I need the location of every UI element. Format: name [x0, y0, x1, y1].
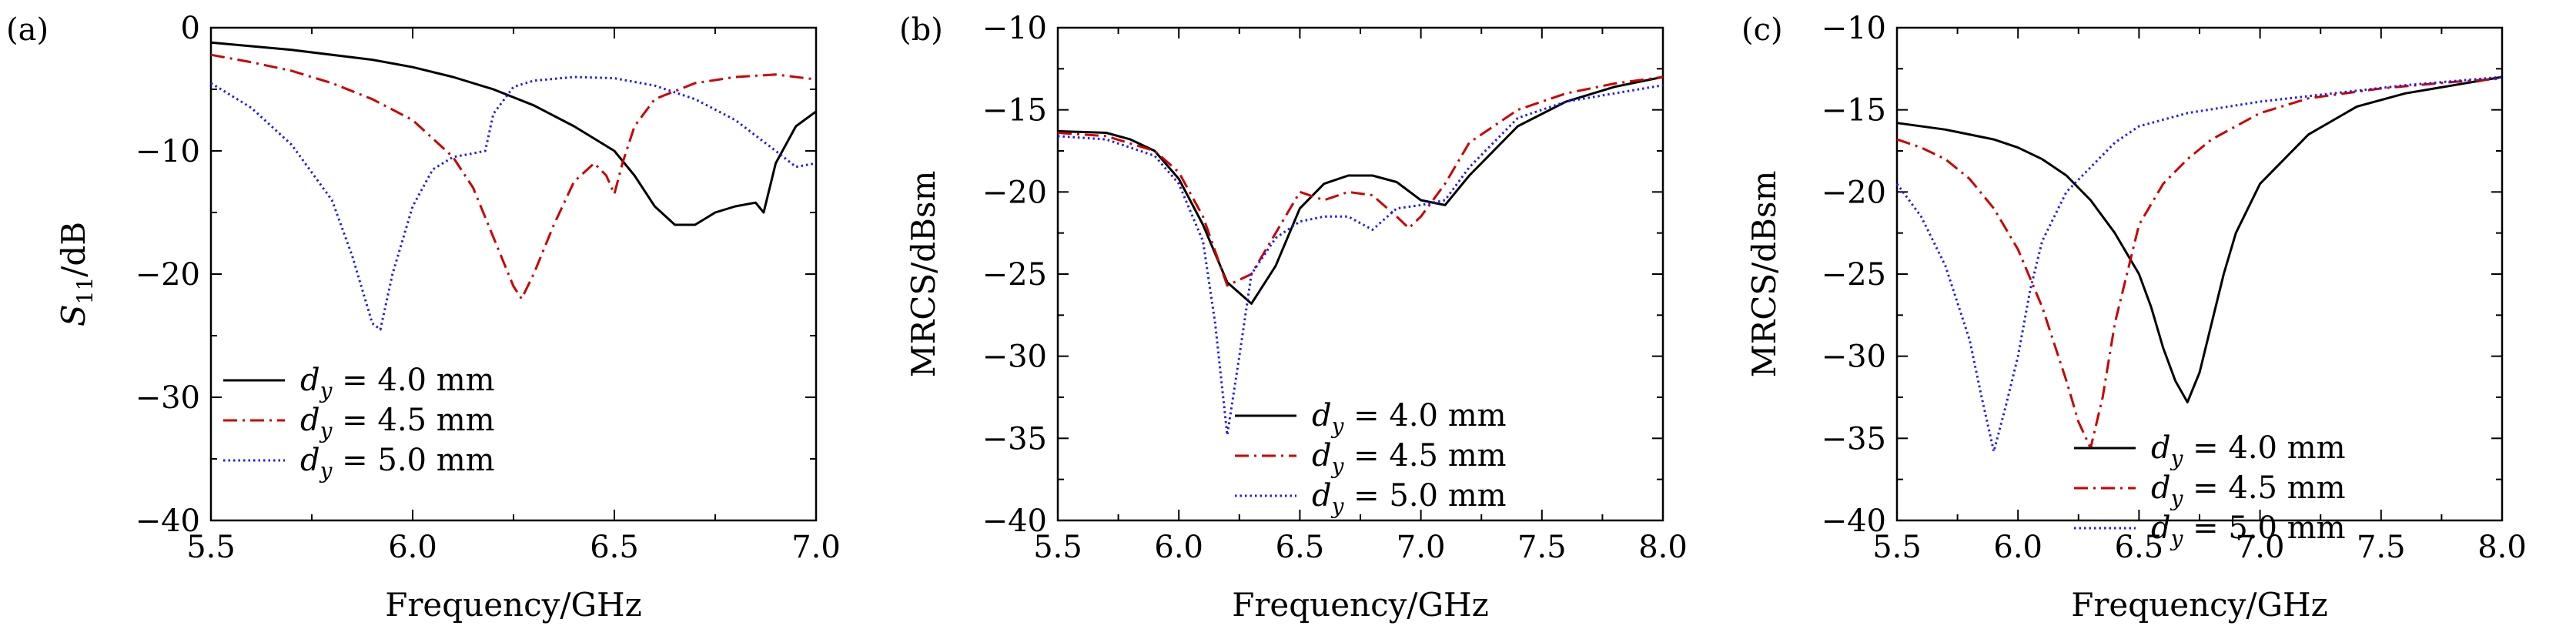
- x-tick-label: 6.0: [388, 530, 437, 565]
- x-tick-label: 6.5: [2115, 530, 2164, 565]
- x-tick-label: 7.0: [2236, 530, 2285, 565]
- y-tick-label: 0: [181, 11, 200, 46]
- panel-label: (b): [899, 12, 943, 48]
- series-line: [1057, 75, 1664, 305]
- y-tick-label: −25: [1822, 257, 1886, 293]
- y-tick-label: −10: [1822, 11, 1886, 46]
- x-tick-label: 5.5: [1033, 530, 1082, 565]
- x-tick-label: 7.0: [791, 530, 841, 565]
- legend-label: dy = 4.0 mm: [1312, 398, 1507, 439]
- panel-label: (a): [6, 12, 49, 48]
- y-tick-label: −40: [135, 504, 200, 539]
- y-tick-label: −40: [1822, 504, 1886, 539]
- legend-label: dy = 4.5 mm: [300, 403, 495, 443]
- panel-b: (b) 5.5 6.0 6.5 7.0 7.5 8.0 −40 −35 −30 −25 −20 −15…: [899, 11, 1688, 624]
- series-line: [210, 75, 817, 331]
- panel-c: (c) 5.5 6.0 6.5 7.0 7.5 8.0 −40 −35 −30 −25 −20 −15…: [1741, 11, 2527, 624]
- axis-ticks: 5.5 6.0 6.5 7.0 7.5 8.0 −40 −35 −30 −25 −20 −15 −10: [982, 11, 1688, 565]
- series-line: [1057, 75, 1664, 287]
- y-axis-title-sub: 11: [72, 277, 98, 305]
- legend-label: dy = 5.0 mm: [2151, 510, 2346, 551]
- x-axis-title: Frequency/GHz: [1232, 586, 1489, 624]
- legend-label: dy = 4.5 mm: [1312, 438, 1507, 479]
- y-tick-label: −10: [135, 134, 200, 169]
- y-axis-title: S11/dB: [55, 222, 98, 326]
- x-tick-label: 6.5: [590, 530, 639, 565]
- x-axis-title: Frequency/GHz: [2071, 586, 2328, 624]
- series-group: [1895, 75, 2503, 453]
- series-line: [210, 53, 817, 300]
- x-tick-label: 8.0: [2477, 530, 2527, 565]
- series-group: [1057, 75, 1664, 437]
- y-tick-label: −10: [982, 11, 1047, 46]
- panel-label: (c): [1741, 12, 1783, 48]
- y-axis-title: MRCS/dBsm: [905, 171, 942, 378]
- x-tick-label: 7.5: [1517, 530, 1567, 565]
- series-line: [1896, 77, 2503, 450]
- y-tick-label: −35: [1822, 421, 1886, 457]
- x-tick-label: 5.5: [1872, 530, 1922, 565]
- x-tick-label: 5.5: [186, 530, 236, 565]
- y-tick-label: −30: [1822, 340, 1886, 375]
- legend-label: dy = 4.0 mm: [2151, 430, 2346, 471]
- y-axis-title-main: S: [55, 304, 92, 326]
- legend-label: dy = 5.0 mm: [1312, 478, 1507, 519]
- y-tick-label: −30: [135, 380, 200, 416]
- y-tick-label: −20: [982, 175, 1047, 210]
- legend-label: dy = 5.0 mm: [300, 443, 495, 483]
- series-line: [1895, 75, 2503, 453]
- y-tick-label: −20: [1822, 175, 1886, 210]
- legend-label: dy = 4.0 mm: [300, 363, 495, 403]
- axis-ticks: 5.5 6.0 6.5 7.0 7.5 8.0 −40 −35 −30 −25 −20 −15 −10: [1822, 11, 2527, 565]
- y-tick-label: −15: [1822, 93, 1886, 129]
- x-tick-label: 7.0: [1397, 530, 1446, 565]
- x-tick-label: 7.5: [2357, 530, 2406, 565]
- axis-ticks: 5.5 6.0 6.5 7.0 −40 −30 −20 −10 0: [135, 11, 841, 565]
- y-tick-label: −25: [982, 257, 1047, 293]
- y-axis-title: MRCS/dBsm: [1745, 171, 1783, 378]
- series-line: [1057, 84, 1664, 437]
- panel-a: (a) 5.5 6.0 6.5 7.0 −40 −30 −20 −10 0 S11/dB Fre…: [6, 11, 841, 624]
- y-tick-label: −40: [982, 504, 1047, 539]
- y-tick-label: −30: [982, 340, 1047, 375]
- series-line: [210, 41, 817, 226]
- y-tick-label: −35: [982, 421, 1047, 457]
- series-line: [1896, 75, 2503, 403]
- x-tick-label: 6.5: [1276, 530, 1325, 565]
- legend-label: dy = 4.5 mm: [2151, 470, 2346, 511]
- series-group: [210, 41, 817, 331]
- x-tick-label: 6.0: [1154, 530, 1203, 565]
- x-tick-label: 6.0: [1993, 530, 2042, 565]
- x-tick-label: 8.0: [1638, 530, 1688, 565]
- x-axis-title: Frequency/GHz: [385, 586, 642, 624]
- y-axis-title-unit: /dB: [55, 222, 92, 277]
- y-tick-label: −20: [135, 257, 200, 293]
- y-tick-label: −15: [982, 93, 1047, 129]
